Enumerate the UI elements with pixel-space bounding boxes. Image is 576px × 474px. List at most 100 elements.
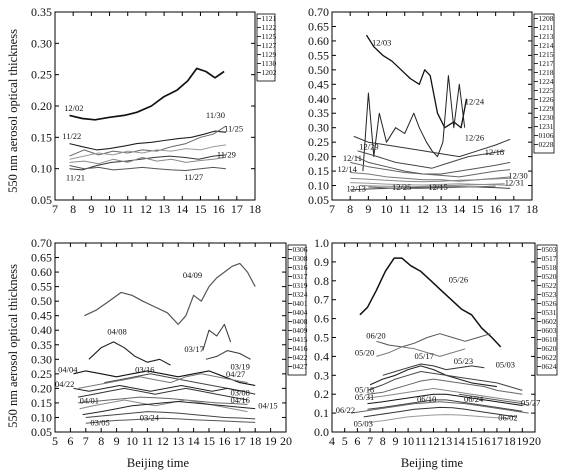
curve-label: 03/08 [231,388,250,398]
legend-entry: 0409 [293,326,308,335]
legend-entry: 0523 [542,290,557,299]
y-tick-label: 0.45 [308,77,329,91]
y-tick-label: 0.50 [31,294,52,308]
curve-label: 03/17 [184,344,203,354]
x-tick-label: 11 [142,434,154,448]
y-tick-label: 0.35 [31,5,52,19]
legend-entry: 1230 [539,113,554,122]
y-axis-title-bottom: 550 nm aerosol optical thickness [6,264,20,428]
curve-label: 04/01 [80,396,99,406]
x-tick-label: 12 [140,202,152,216]
series-line-0324 [85,411,256,420]
curve-label: 12/18 [485,147,504,157]
series-line-0610 [367,393,523,406]
curve-label: 12/03 [372,37,391,47]
x-tick-label: 12 [428,434,440,448]
y-tick-label: 0.45 [31,309,52,323]
x-axis-title-right: Beijing time [401,456,464,470]
curve-label: 12/15 [428,182,447,192]
x-tick-label: 10 [381,202,393,216]
x-tick-label: 11 [122,202,134,216]
curve-label: 11/22 [62,131,81,141]
legend-entry: 1217 [539,59,554,68]
series-line-0404 [73,370,256,387]
curve-label: 03/05 [90,418,109,428]
legend-entry: 0624 [542,362,557,371]
series-line-1229 [355,156,511,175]
curve-label: 03/19 [231,361,250,371]
curve-label: 12/26 [465,133,484,143]
x-tick-label: 5 [342,434,348,448]
series-line-0624 [367,399,523,412]
y-tick-label: 0.0 [314,425,329,439]
y-tick-label: 0.70 [31,236,52,250]
x-tick-label: 12 [157,434,169,448]
y-tick-label: 0.20 [308,150,329,164]
y-tick-label: 0.40 [308,92,329,106]
legend-entry: 1214 [539,41,554,50]
curve-label: 04/15 [258,401,277,411]
curve-label: 12/30 [508,170,527,180]
series-line-0306 [85,417,256,424]
y-tick-label: 0.60 [308,34,329,48]
series-line-0622 [350,401,529,414]
legend-entry: 0416 [293,344,308,353]
legend-entry: 0308 [293,254,308,263]
x-tick-label: 19 [516,434,528,448]
x-tick-label: 9 [88,202,94,216]
curve-label: 05/23 [454,356,473,366]
x-tick-label: 20 [280,434,292,448]
legend-entry: 1121 [262,14,277,23]
legend-entry: 0319 [293,281,308,290]
x-tick-label: 7 [329,202,335,216]
y-tick-label: 0.05 [308,193,329,207]
x-tick-label: 10 [126,434,138,448]
x-tick-label: 13 [158,202,170,216]
curve-label: 05/18 [355,384,374,394]
x-tick-label: 17 [231,202,243,216]
y-tick-label: 0.3 [314,368,329,382]
curve-label: 05/31 [355,392,374,402]
curve-label: 11/27 [184,172,203,182]
x-tick-label: 16 [213,202,225,216]
legend-box [287,244,307,376]
x-tick-label: 16 [478,434,490,448]
y-tick-label: 0.9 [314,255,329,269]
curve-label: 11/30 [206,110,225,120]
legend-entry: 0404 [293,308,308,317]
legend-entry: 1226 [539,95,554,104]
x-tick-label: 15 [194,202,206,216]
legend-entry: 1225 [539,86,554,95]
y-tick-label: 0.65 [308,19,329,33]
curve-label: 11/25 [224,124,243,134]
x-tick-label: 6 [67,434,73,448]
y-tick-label: 0.55 [31,280,52,294]
curve-label: 12/02 [64,103,83,113]
x-tick-label: 16 [218,434,230,448]
y-tick-label: 0.30 [31,352,52,366]
x-tick-label: 9 [365,202,371,216]
y-tick-label: 0.25 [31,367,52,381]
x-tick-label: 11 [415,434,427,448]
y-tick-label: 0.50 [308,63,329,77]
legend-entry: 1211 [539,23,554,32]
x-tick-label: 17 [234,434,246,448]
x-tick-label: 18 [249,202,261,216]
x-tick-label: 14 [188,434,200,448]
y-tick-label: 0.35 [31,338,52,352]
legend-entry: 1122 [262,23,277,32]
x-tick-label: 18 [504,434,516,448]
legend-entry: 0531 [542,308,557,317]
legend-entry: 0401 [293,299,308,308]
series-line-1224 [362,75,466,172]
legend-entry: 0522 [542,281,557,290]
y-tick-label: 0.8 [314,274,329,288]
curve-label: 12/11 [343,153,362,163]
legend-entry: 0106 [539,131,554,140]
series-line-0620 [376,333,491,348]
x-axis-title-left: Beijing time [127,456,190,470]
x-tick-label: 9 [392,434,398,448]
x-tick-label: 8 [70,202,76,216]
legend-entry: 0228 [539,140,554,149]
series-line-0527 [458,393,529,406]
